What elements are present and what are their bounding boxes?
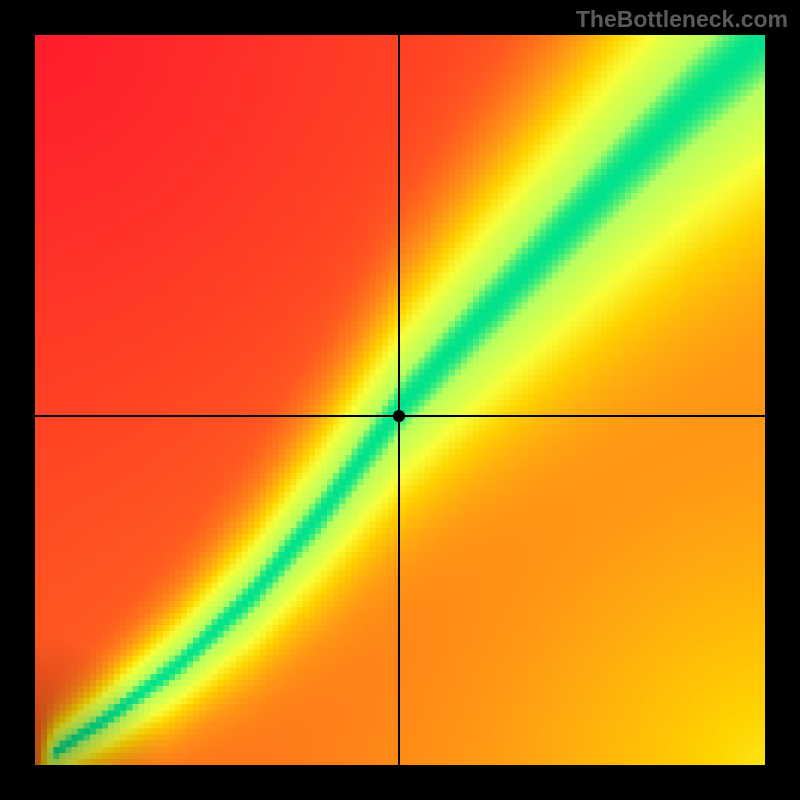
- crosshair-vertical: [398, 35, 400, 765]
- chart-container: TheBottleneck.com: [0, 0, 800, 800]
- bottleneck-heatmap: [35, 35, 765, 765]
- watermark-text: TheBottleneck.com: [576, 6, 788, 33]
- selection-marker: [393, 410, 405, 422]
